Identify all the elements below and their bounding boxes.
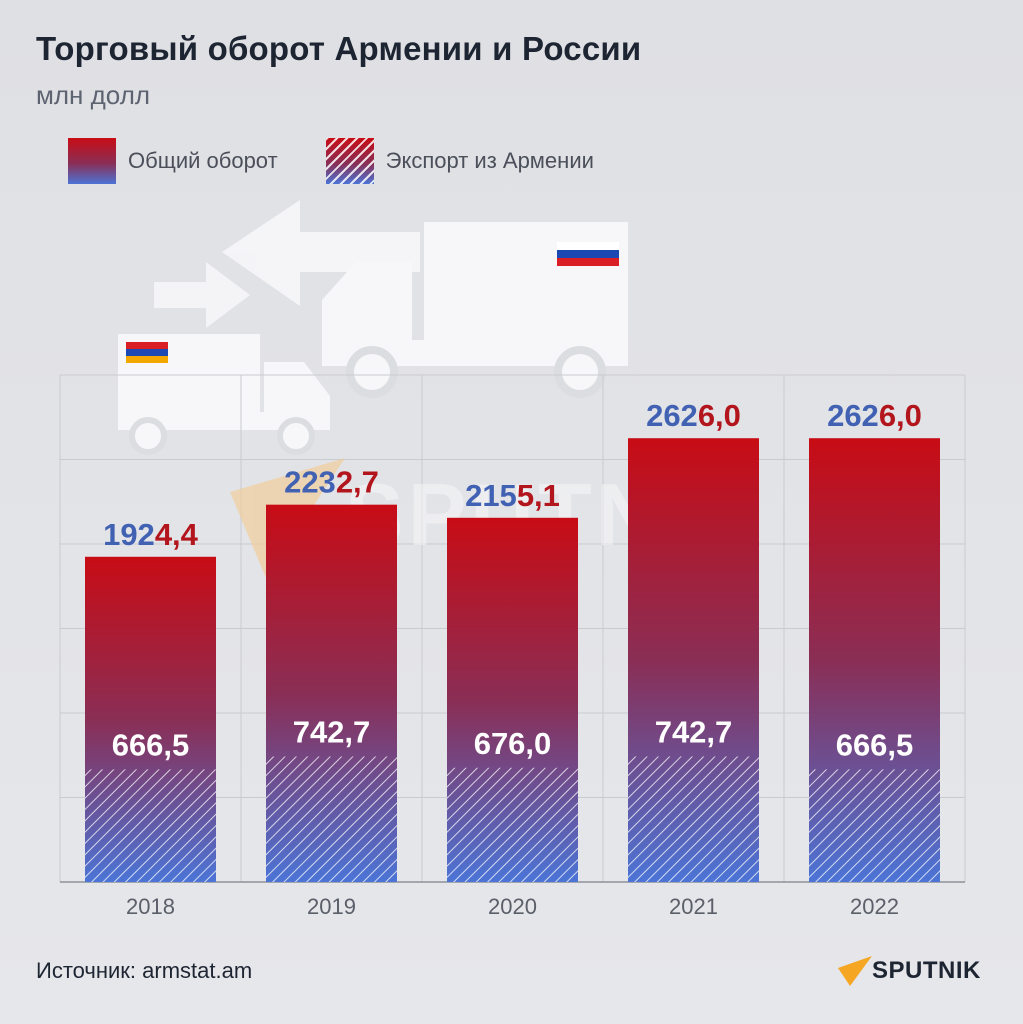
- label-total-2019: 2232,7: [284, 465, 379, 500]
- bar-export-2020: [447, 767, 578, 882]
- x-tick-2019: 2019: [307, 894, 356, 919]
- page-title: Торговый оборот Армении и России: [36, 30, 642, 67]
- label-total-2022: 2626,0: [827, 398, 922, 433]
- x-axis-ticks: 2018 2019 2020 2021 2022: [126, 894, 899, 919]
- legend-label-export: Экспорт из Армении: [385, 148, 594, 173]
- label-export-2021: 742,7: [655, 714, 733, 749]
- sputnik-logo-icon: [838, 956, 872, 986]
- label-total-2020: 2155,1: [465, 478, 560, 513]
- x-tick-2020: 2020: [488, 894, 537, 919]
- label-export-2018: 666,5: [112, 727, 190, 762]
- x-tick-2018: 2018: [126, 894, 175, 919]
- label-export-2022: 666,5: [836, 727, 914, 762]
- chart-legend: Общий оборот Экспорт из Армении: [68, 138, 642, 184]
- truck-russia-icon: [322, 222, 628, 398]
- x-tick-2021: 2021: [669, 894, 718, 919]
- bar-export-2021: [628, 756, 759, 882]
- label-export-2020: 676,0: [474, 726, 552, 761]
- x-tick-2022: 2022: [850, 894, 899, 919]
- legend-label-total: Общий оборот: [128, 148, 278, 173]
- brand-logo: SPUTNIK: [838, 956, 981, 986]
- source-note: Источник: armstat.am: [36, 958, 253, 983]
- truck-armenia-icon: [118, 334, 330, 455]
- value-labels: 1924,4 666,5 2232,7 742,7 2155,1 676,0 2626,0 7…: [103, 398, 922, 762]
- legend-swatch-total: [68, 138, 116, 184]
- illustration: [118, 200, 628, 455]
- russia-flag-icon: [557, 242, 619, 266]
- armenia-flag-icon: [126, 342, 168, 363]
- bar-export-2019: [266, 756, 397, 882]
- legend-item-export: Экспорт из Армении: [325, 138, 594, 184]
- label-total-2018: 1924,4: [103, 517, 199, 552]
- label-export-2019: 742,7: [293, 714, 371, 749]
- bars: [85, 438, 940, 882]
- page-subtitle: млн долл: [36, 80, 151, 110]
- label-total-2021: 2626,0: [646, 398, 741, 433]
- brand-text: SPUTNIK: [872, 957, 981, 984]
- bar-export-2018: [85, 769, 216, 882]
- legend-swatch-export: [325, 138, 374, 184]
- legend-item-total: Общий оборот: [68, 138, 278, 184]
- bar-export-2022: [809, 769, 940, 882]
- exchange-arrows-icon: [154, 200, 420, 328]
